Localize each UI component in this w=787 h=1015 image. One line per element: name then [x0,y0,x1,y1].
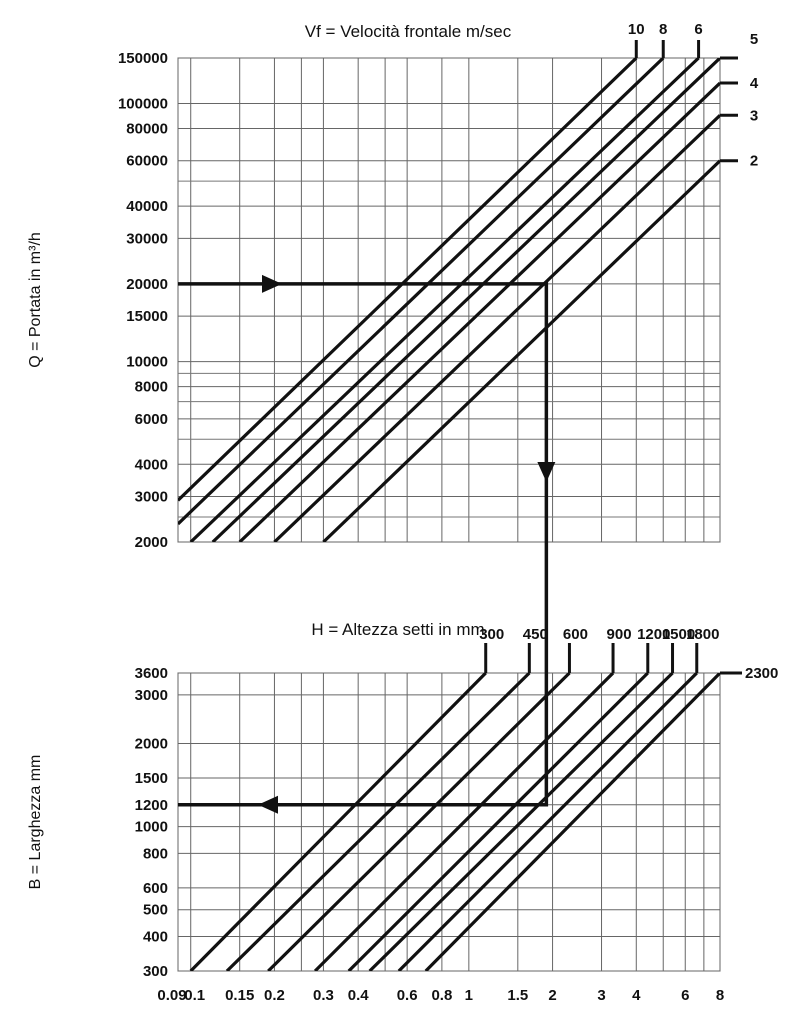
series-label-8: 8 [659,21,667,38]
x-tick-label: 4 [632,987,641,1004]
x-tick-label: 0.2 [264,987,285,1004]
top-grid [177,57,721,543]
series-line-10 [178,58,638,502]
bottom-y-tick-labels: 3600 3000 2000 1500 1200 1000 800 600 500 400 300 [135,665,168,980]
x-tick-label: 6 [681,987,689,1004]
y-tick-label: 10000 [126,354,168,371]
series-label-1200: 1200 [637,626,670,643]
y-tick-label: 400 [143,929,168,946]
y-tick-label: 3600 [135,665,168,682]
series-line-6 [189,58,700,542]
top-y-axis-label: Q = Portata in m³/h [27,232,44,368]
y-tick-label: 1200 [135,797,168,814]
series-label-4: 4 [750,75,759,92]
y-tick-label: 40000 [126,198,168,215]
arrow-right-icon [262,274,282,293]
bottom-chart-title: H = Altezza setti in mm [311,620,484,639]
x-tick-label: 3 [597,987,605,1004]
x-tick-label: 1 [465,987,473,1004]
series-line-600 [267,673,571,971]
series-line-900 [313,673,615,971]
series-label-2: 2 [750,153,758,170]
x-tick-label: 0.6 [397,987,418,1004]
series-line-1800 [397,673,698,971]
x-tick-label: 0.3 [313,987,334,1004]
example-line-top [178,282,549,542]
series-line-450 [225,673,531,971]
y-tick-label: 8000 [135,379,168,396]
y-tick-label: 1000 [135,819,168,836]
series-label-10: 10 [628,21,645,38]
plot-frame [177,672,721,972]
y-tick-label: 4000 [135,456,168,473]
y-tick-label: 3000 [135,687,168,704]
x-tick-label: 8 [716,987,724,1004]
series-label-600: 600 [563,626,588,643]
series-label-900: 900 [607,626,632,643]
top-y-tick-labels: 150000 100000 80000 60000 40000 30000 20000 150… [118,50,168,551]
y-tick-label: 100000 [118,95,168,112]
x-tick-label: 0.1 [184,987,205,1004]
x-tick-label: 0.09 [157,987,186,1004]
series-label-6: 6 [694,21,702,38]
series-label-300: 300 [479,626,504,643]
x-tick-labels: 0.090.1 0.15 0.2 0.3 0.4 0.6 0.8 1 1.5 2 3 4 6 8 [157,987,724,1004]
bottom-y-axis-label: B = Larghezza mm [27,755,44,890]
top-series-lines: 10 8 6 5 4 3 2 [178,21,759,542]
series-line-300 [189,673,487,971]
y-tick-label: 6000 [135,411,168,428]
series-line-3 [273,114,720,542]
y-tick-label: 30000 [126,230,168,247]
series-label-1500: 1500 [662,626,695,643]
series-line-8 [178,58,665,526]
x-tick-label: 0.4 [348,987,370,1004]
series-line-1200 [347,673,649,971]
top-chart-title: Vf = Velocità frontale m/sec [305,22,512,41]
x-tick-label: 2 [548,987,556,1004]
series-line-1500 [368,673,674,971]
series-line-2300 [424,673,720,971]
series-line-5 [211,58,720,542]
y-tick-label: 150000 [118,50,168,67]
arrow-down-icon [537,462,556,482]
y-tick-label: 500 [143,902,168,919]
y-tick-label: 80000 [126,120,168,137]
x-tick-label: 0.8 [431,987,452,1004]
series-label-450: 450 [523,626,548,643]
arrow-left-icon [258,795,278,814]
y-tick-label: 3000 [135,489,168,506]
y-tick-label: 600 [143,880,168,897]
y-tick-label: 20000 [126,276,168,293]
x-tick-label: 1.5 [507,987,528,1004]
series-label-3: 3 [750,107,758,124]
example-line-bottom [178,673,549,807]
y-tick-label: 300 [143,963,168,980]
y-tick-label: 800 [143,845,168,862]
x-tick-label: 0.15 [225,987,254,1004]
y-tick-label: 2000 [135,735,168,752]
series-label-2300: 2300 [745,665,778,682]
y-tick-label: 60000 [126,153,168,170]
y-tick-label: 2000 [135,534,168,551]
series-label-1800: 1800 [686,626,719,643]
example-path [178,274,556,814]
series-line-2 [322,159,720,542]
y-tick-label: 15000 [126,308,168,325]
series-label-5: 5 [750,31,758,48]
plot-frame [177,57,721,543]
series-line-4 [238,81,720,542]
y-tick-label: 1500 [135,770,168,787]
bottom-grid [177,672,721,972]
